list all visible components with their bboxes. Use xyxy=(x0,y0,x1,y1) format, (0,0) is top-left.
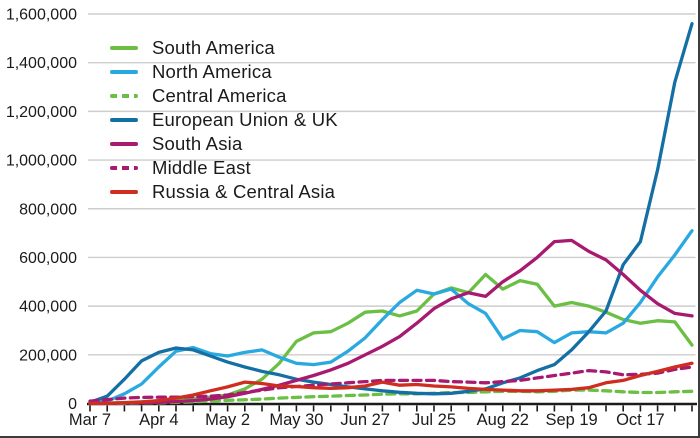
legend-item-south-asia: South Asia xyxy=(110,132,338,156)
y-tick-label: 1,000,000 xyxy=(6,153,77,170)
x-tick-label: Sep 19 xyxy=(545,411,597,429)
y-axis-labels: 0 200,000 400,000 600,000 800,000 1,000,000 1,… xyxy=(6,7,77,414)
x-tick-label: Oct 17 xyxy=(616,411,665,429)
y-tick-label: 1,400,000 xyxy=(6,55,77,72)
y-tick-label: 600,000 xyxy=(19,250,77,267)
y-tick-label: 200,000 xyxy=(19,347,77,364)
legend-label: South America xyxy=(152,37,275,58)
series-line-european-union-uk xyxy=(88,22,694,404)
series-line-south-asia xyxy=(88,238,694,406)
legend-label: South Asia xyxy=(152,133,243,154)
y-tick-label: 1,600,000 xyxy=(6,7,77,24)
series-line-south-america xyxy=(88,272,694,405)
legend-swatch-south-america-icon xyxy=(110,46,138,50)
y-tick-label: 1,200,000 xyxy=(6,104,77,121)
x-tick-label: Aug 22 xyxy=(477,411,529,429)
x-tick-label: May 30 xyxy=(269,411,323,429)
x-axis-labels: Mar 7 Apr 4 May 2 May 30 Jun 27 Jul 25 Aug 22 S… xyxy=(69,411,665,429)
x-tick-label: May 2 xyxy=(205,411,250,429)
legend-swatch-south-asia-icon xyxy=(110,142,138,146)
y-tick-label: 0 xyxy=(68,396,77,413)
legend-label: Russia & Central Asia xyxy=(152,181,336,202)
legend-item-north-america: North America xyxy=(110,60,338,84)
x-axis xyxy=(87,402,697,412)
legend-item-european-union-uk: European Union & UK xyxy=(110,108,338,132)
x-tick-label: Mar 7 xyxy=(69,411,111,429)
legend-item-middle-east: Middle East xyxy=(110,156,338,180)
legend-swatch-north-america-icon xyxy=(110,70,138,74)
x-tick-label: Jun 27 xyxy=(340,411,390,429)
y-tick-label: 800,000 xyxy=(19,201,77,218)
legend-item-south-america: South America xyxy=(110,36,338,60)
legend-label: Central America xyxy=(152,85,287,106)
gridlines xyxy=(88,13,696,356)
legend-swatch-central-america-icon xyxy=(110,94,138,98)
x-tick-label: Jul 25 xyxy=(412,411,456,429)
legend-label: North America xyxy=(152,61,272,82)
y-tick-label: 400,000 xyxy=(19,299,77,316)
legend-label: European Union & UK xyxy=(152,109,338,130)
series-lines xyxy=(88,22,694,406)
chart-legend: South America North America Central Americ… xyxy=(110,36,338,204)
legend-label: Middle East xyxy=(152,157,251,178)
legend-swatch-russia-central-asia-icon xyxy=(110,190,138,194)
x-tick-label: Apr 4 xyxy=(139,411,178,429)
legend-swatch-european-union-uk-icon xyxy=(110,118,138,122)
legend-item-central-america: Central America xyxy=(110,84,338,108)
legend-swatch-middle-east-icon xyxy=(110,166,138,170)
series-line-russia-central-asia xyxy=(88,361,694,406)
legend-item-russia-central-asia: Russia & Central Asia xyxy=(110,180,338,204)
